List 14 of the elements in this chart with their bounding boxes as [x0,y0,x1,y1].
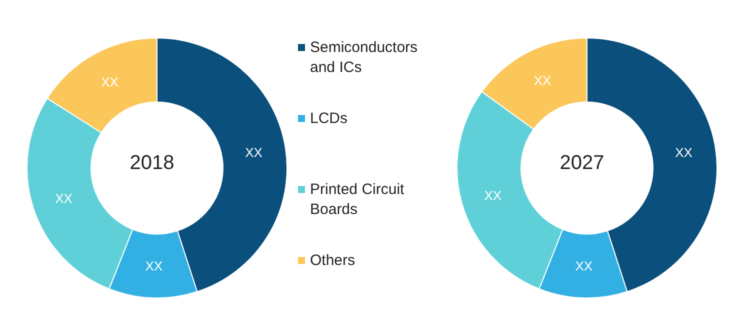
data-label: XX [145,258,163,274]
data-label: XX [245,145,263,160]
data-label: XX [101,74,119,90]
data-label: XX [675,145,693,160]
text: 2027 [560,152,604,174]
data-label: XX [534,73,552,88]
text: 2018 [130,152,174,174]
legend-label: Printed Circuit Boards [310,180,406,220]
data-label: XX [55,190,73,206]
legend-label: Others [310,251,356,271]
legend-label: Semiconductors and ICs [310,38,419,78]
data-label: XX [484,188,502,203]
data-label: XX [575,258,593,274]
legend-label: LCDs [310,109,349,129]
